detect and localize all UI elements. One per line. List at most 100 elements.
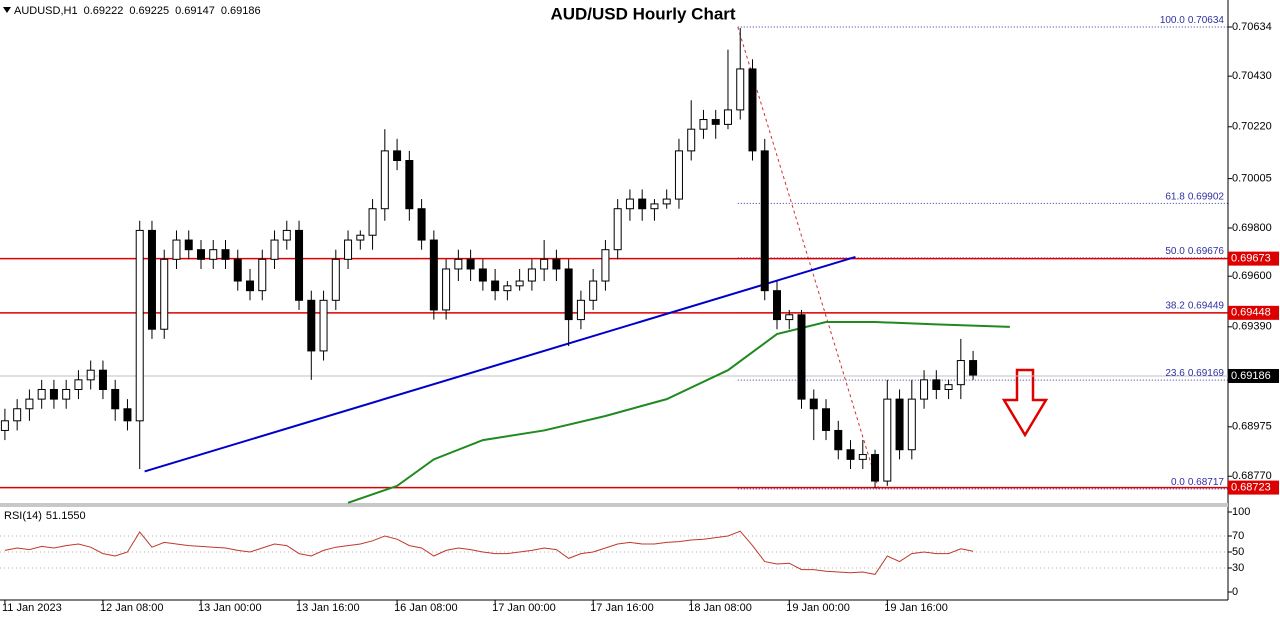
rsi-name: RSI(14) (4, 510, 42, 522)
x-tick-label: 13 Jan 16:00 (296, 602, 360, 614)
candle-body (233, 258, 242, 282)
fib-price: 0.69676 (1188, 246, 1225, 257)
header-price: 0.69186 (221, 5, 261, 17)
x-tick-label: 17 Jan 16:00 (590, 602, 654, 614)
candle-body (147, 229, 156, 330)
candle-body (111, 388, 120, 410)
candle-body (503, 285, 512, 292)
header-text: AUDUSD,H1 0.69222 0.69225 0.69147 0.69186 (14, 5, 261, 17)
candle-body (674, 150, 683, 200)
candle-body (785, 314, 794, 321)
price-label-box (1228, 305, 1279, 320)
y-tick-label: 0.68770 (1232, 470, 1272, 482)
candle-body (491, 280, 500, 292)
x-tick-label: 13 Jan 00:00 (198, 602, 262, 614)
candle-body (13, 408, 22, 422)
fib-price: 0.69449 (1188, 300, 1225, 311)
candle-body (613, 208, 622, 251)
symbol: AUDUSD,H1 (14, 5, 78, 17)
candle-body (209, 249, 218, 260)
fib-level: 23.6 (1165, 368, 1185, 379)
fib-price: 0.70634 (1188, 15, 1225, 26)
candle-body (221, 249, 230, 260)
candle-body (295, 229, 304, 301)
candle-body (969, 360, 978, 376)
candle-body (650, 203, 659, 210)
candle-body (662, 198, 671, 205)
candle-body (748, 68, 757, 152)
candle-body (258, 258, 267, 292)
fib-level: 61.8 (1165, 191, 1185, 202)
trendline (144, 255, 856, 473)
candle-body (527, 268, 536, 282)
candle-body (135, 229, 144, 422)
chart-title: AUD/USD Hourly Chart (550, 4, 735, 23)
candle-body (797, 314, 806, 400)
y-tick-label: 0.70634 (1232, 21, 1272, 33)
moving-average (347, 320, 1010, 504)
candle-body (184, 239, 193, 251)
candle-body (687, 128, 696, 152)
candle-body (699, 119, 708, 130)
rsi-tick-label: 70 (1232, 530, 1244, 542)
candle-body (907, 398, 916, 451)
candle-body (429, 239, 438, 311)
candle-body (172, 239, 181, 260)
candle-body (858, 454, 867, 460)
current-price-box (1228, 368, 1279, 383)
candle-body (736, 68, 745, 111)
candle-body (98, 369, 107, 390)
candle-body (576, 299, 585, 321)
candle-body (772, 290, 781, 321)
fib-level: 50.0 (1165, 246, 1185, 257)
x-tick-label: 18 Jan 08:00 (688, 602, 752, 614)
y-tick-label: 0.68975 (1232, 421, 1272, 433)
candle-body (160, 258, 169, 330)
price-label: 0.69673 (1231, 253, 1271, 265)
candle-body (49, 388, 58, 400)
fib-level: 100.0 (1160, 15, 1185, 26)
candle-body (920, 379, 929, 400)
candle-body (625, 198, 634, 210)
candle-body (760, 150, 769, 292)
candle-body (25, 398, 34, 410)
price-label: 0.68723 (1231, 481, 1271, 493)
candle-body (515, 280, 524, 287)
x-tick-label: 19 Jan 00:00 (786, 602, 850, 614)
candle-body (37, 388, 46, 400)
fib-level-label: 50.0 0.69676 (1165, 246, 1224, 257)
candle-body (466, 258, 475, 270)
candle-body (331, 258, 340, 301)
rsi-label: RSI(14) 51.1550 (4, 510, 86, 522)
y-tick-label: 0.69600 (1232, 270, 1272, 282)
candle-body (246, 280, 255, 292)
current-price-label: 0.69186 (1231, 370, 1271, 382)
candle-body (393, 150, 402, 162)
panel-separator (0, 503, 1228, 507)
candle-body (454, 258, 463, 270)
candle-body (417, 208, 426, 241)
x-tick-label: 11 Jan 2023 (2, 602, 62, 614)
candle-body (589, 280, 598, 301)
candle-body (270, 239, 279, 260)
candle-body (883, 398, 892, 482)
y-tick-label: 0.70005 (1232, 172, 1272, 184)
header-price: 0.69225 (129, 5, 169, 17)
rsi-tick-label: 30 (1232, 562, 1244, 574)
fib-level-label: 100.0 0.70634 (1160, 15, 1225, 26)
candle-body (540, 258, 549, 270)
candle-body (282, 229, 291, 241)
x-tick-label: 16 Jan 08:00 (394, 602, 458, 614)
candle-body (86, 369, 95, 381)
rsi-tick-label: 100 (1232, 506, 1250, 518)
candle-body (932, 379, 941, 390)
candle-body (0, 420, 9, 431)
candle-body (380, 150, 389, 210)
candle-body (442, 268, 451, 311)
candle-body (895, 398, 904, 451)
y-tick-label: 0.69390 (1232, 321, 1272, 333)
candle-body (307, 299, 316, 352)
candle-body (319, 299, 328, 352)
